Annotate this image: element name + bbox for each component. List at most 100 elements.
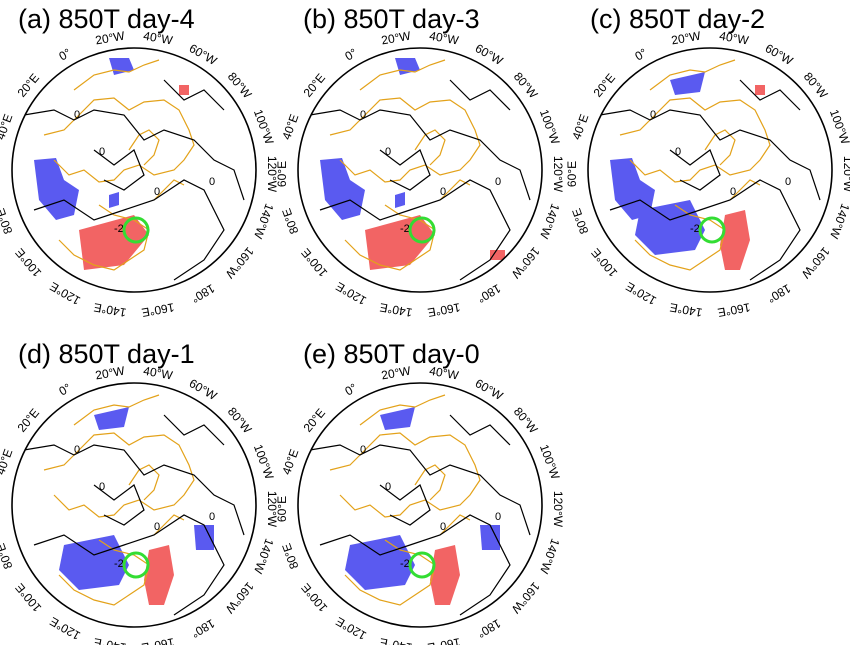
contour-label: -2 <box>400 223 410 235</box>
contour-line <box>609 179 801 281</box>
contour-label: 0 <box>675 146 681 158</box>
contour-label: 0 <box>99 146 105 158</box>
coastline <box>329 97 481 183</box>
contour-line <box>309 109 531 201</box>
longitude-label: 160°E <box>141 300 176 319</box>
coastline <box>634 204 726 271</box>
warm-anomaly-region <box>430 545 460 605</box>
longitude-label: 180° <box>189 616 218 641</box>
cold-anomaly-region <box>320 158 365 220</box>
longitude-label: 120°E <box>333 614 368 643</box>
contour-label: 0 <box>650 109 656 121</box>
map-body: 0 0 0 0 -2 <box>298 48 542 292</box>
map-body: 0 0 0 0 -2 <box>12 383 256 627</box>
longitude-label: 80°E <box>279 541 301 570</box>
coastline <box>153 514 185 536</box>
contour-line <box>449 414 511 446</box>
contour-line <box>319 514 511 616</box>
longitude-label: 140°W <box>251 202 277 241</box>
longitude-label: 120°W <box>265 491 279 528</box>
cold-anomaly-region <box>610 158 655 220</box>
longitude-label: 120°W <box>841 156 850 193</box>
contour-line <box>319 179 511 281</box>
coastline <box>43 432 195 518</box>
longitude-label: 0° <box>57 381 74 399</box>
longitude-label: 0° <box>633 46 650 64</box>
contour-label: 0 <box>360 444 366 456</box>
longitude-label: 100°W <box>251 107 277 146</box>
contour-label: 0 <box>495 511 501 523</box>
contour-line <box>309 444 531 536</box>
warm-anomaly-region <box>79 215 149 270</box>
contour-label: 0 <box>74 444 80 456</box>
warm-anomaly-region <box>365 215 435 270</box>
panel-title: (e) 850T day-0 <box>303 339 480 369</box>
longitude-label: 20°W <box>94 363 126 382</box>
map-boundary <box>297 382 543 628</box>
longitude-label: 40°W <box>718 29 750 48</box>
longitude-label: 160°E <box>717 300 752 319</box>
target-circle-marker <box>122 216 150 244</box>
target-circle-marker <box>122 551 150 579</box>
longitude-label: 60°E <box>0 161 3 187</box>
longitude-label: 0° <box>343 381 360 399</box>
coastline <box>58 539 150 606</box>
longitude-label: 40°E <box>279 112 301 141</box>
longitude-label: 120°E <box>47 279 82 308</box>
contour-line <box>163 79 225 111</box>
longitude-label: 20°W <box>94 28 126 47</box>
longitude-label: 160°E <box>427 300 462 319</box>
longitude-label: 100°E <box>12 246 44 280</box>
warm-anomaly-region <box>490 250 505 260</box>
contour-label: 0 <box>74 109 80 121</box>
longitude-label: 40°W <box>142 29 174 48</box>
longitude-label: 40°W <box>142 364 174 383</box>
longitude-label: 40°E <box>0 112 15 141</box>
warm-anomaly-region <box>179 85 189 95</box>
longitude-label: 100°E <box>12 581 44 615</box>
contour-label: 0 <box>360 109 366 121</box>
warm-anomaly-region <box>144 545 174 605</box>
contour-line <box>23 109 245 201</box>
longitude-label: 120°W <box>551 156 565 193</box>
contour-line <box>93 149 145 191</box>
coastline <box>619 97 771 183</box>
longitude-label: 60°E <box>565 161 579 187</box>
longitude-label: 140°W <box>537 537 563 576</box>
contour-label: -2 <box>114 223 124 235</box>
contour-label: 0 <box>209 511 215 523</box>
coastline <box>344 204 436 271</box>
coastline <box>73 394 160 426</box>
longitude-label: 100°W <box>827 107 850 146</box>
longitude-label: 40°E <box>0 447 15 476</box>
map-boundary <box>297 47 543 293</box>
cold-anomaly-region <box>34 158 79 220</box>
contour-line <box>739 79 801 111</box>
contour-label: 0 <box>209 176 215 188</box>
contour-label: 0 <box>154 186 160 198</box>
longitude-label: 40°W <box>428 364 460 383</box>
contour-line <box>33 514 225 616</box>
longitude-label: 140°E <box>379 300 414 319</box>
coastline <box>43 97 195 183</box>
longitude-label: 140°E <box>669 300 704 319</box>
longitude-label: 160°W <box>508 579 542 616</box>
contour-label: -2 <box>114 558 124 570</box>
contour-label: 0 <box>99 481 105 493</box>
longitude-label: 80°E <box>279 206 301 235</box>
target-circle-marker <box>408 216 436 244</box>
longitude-label: 60°E <box>275 161 289 187</box>
longitude-label: 120°W <box>551 491 565 528</box>
coastline <box>58 204 150 271</box>
contour-line <box>379 149 431 191</box>
longitude-label: 60°E <box>0 496 3 522</box>
longitude-label: 140°W <box>827 202 850 241</box>
longitude-label: 160°E <box>141 635 176 645</box>
longitude-label: 180° <box>765 281 794 306</box>
longitude-label: 60°E <box>275 496 289 522</box>
contour-label: 0 <box>440 521 446 533</box>
coastline <box>359 394 446 426</box>
